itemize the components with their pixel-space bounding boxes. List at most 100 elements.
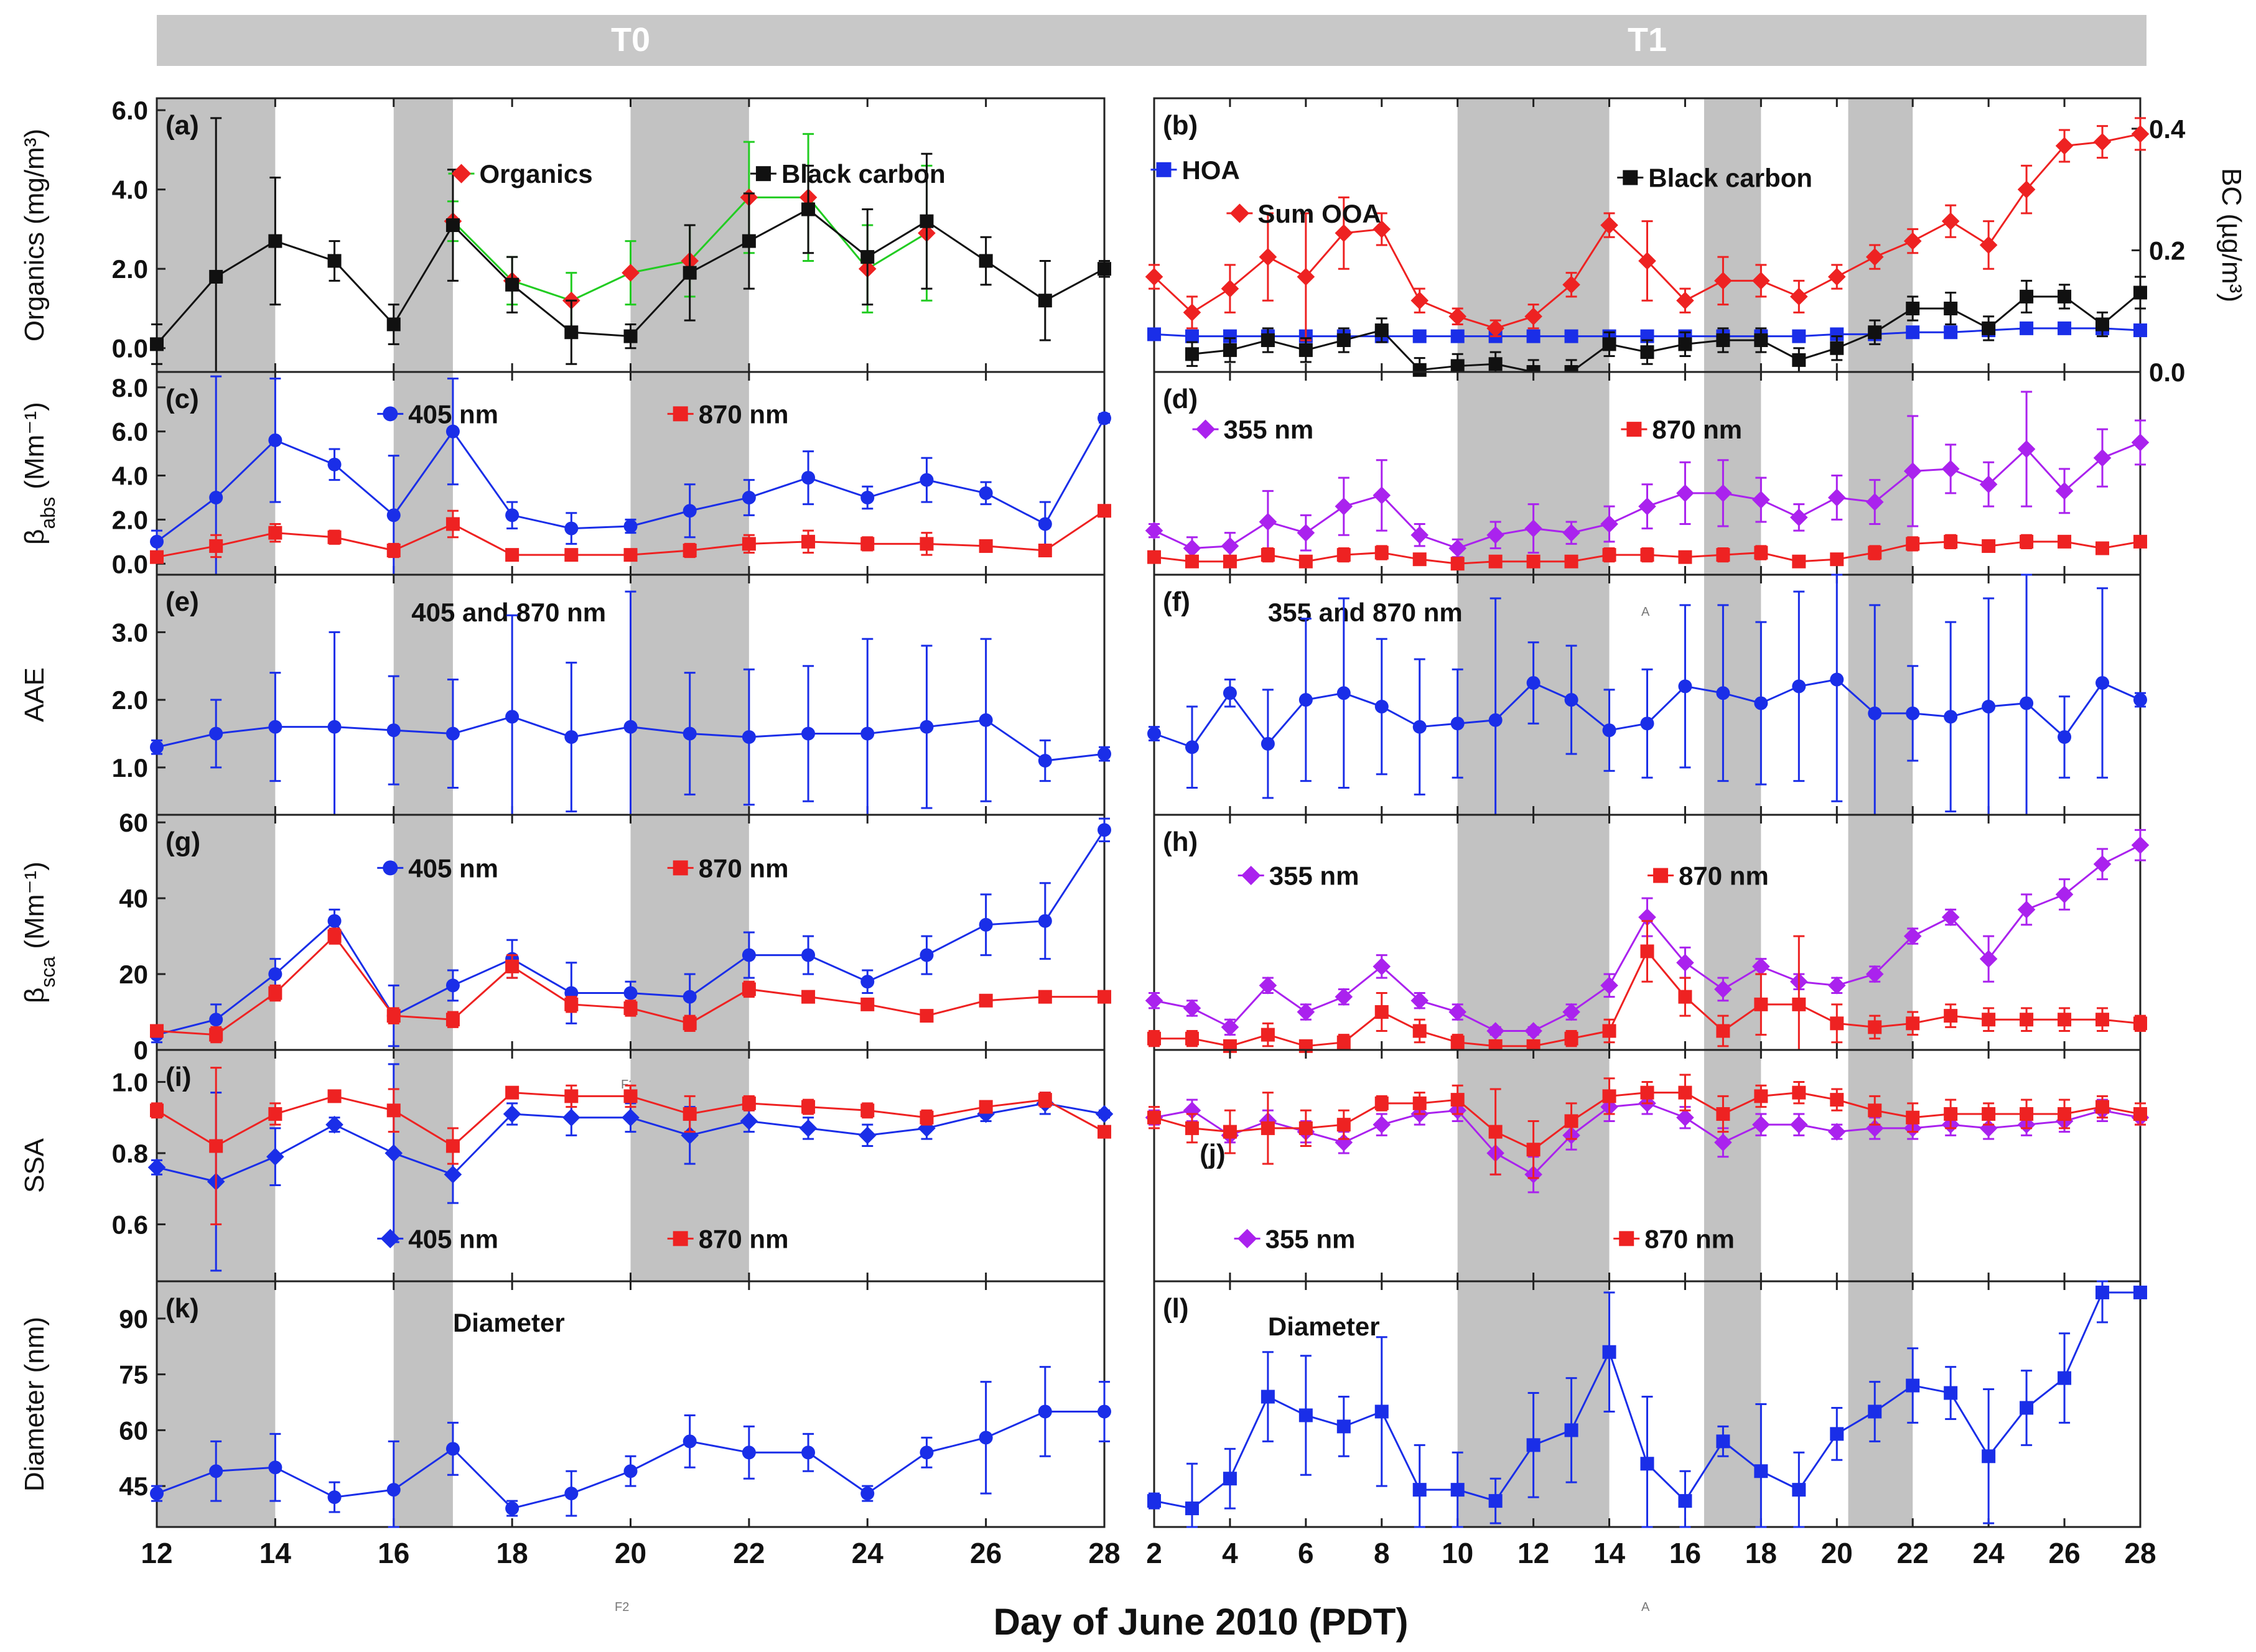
data-point [209,1139,223,1153]
data-point [742,537,756,551]
data-point [1486,1022,1504,1040]
data-point [1906,1016,1920,1031]
data-point [1640,548,1654,562]
data-point [979,1100,993,1114]
data-point [1792,329,1806,343]
data-point [1640,944,1654,958]
data-point [1336,1035,1351,1049]
data-point [1754,997,1768,1011]
data-point [1868,325,1882,340]
legend-entry: Sum OOA [1226,199,1381,228]
data-point [623,1001,638,1015]
data-point [1145,521,1163,540]
panel-label: (c) [165,384,199,414]
panel-annotation: 355 and 870 nm [1268,598,1463,627]
data-point [1830,1427,1844,1441]
data-point [1223,1125,1237,1139]
data-point [564,521,579,536]
data-point [1602,337,1616,351]
data-point [683,266,697,280]
data-point [860,1487,875,1501]
panel-g: 0 20 40 60 βsca (Mm⁻¹) (g) 405 nm 870 nm [19,808,1111,1065]
data-point [1374,1005,1389,1019]
series-870-nm [1147,1074,2147,1179]
data-point [2093,132,2112,151]
data-point [1526,554,1541,568]
x-tick-label: 14 [1593,1537,1626,1569]
data-point [1221,537,1239,555]
data-point [1602,723,1616,738]
wind-sector-label: SW [312,67,357,97]
series-870-nm [1147,534,2147,571]
legend-label: HOA [1182,155,1239,185]
data-point [1336,333,1351,347]
x-tick-label: 10 [1442,1537,1473,1569]
data-point [1038,544,1052,558]
data-point [1906,537,1920,551]
data-point [2095,1100,2110,1114]
data-point [1830,341,1844,355]
data-point [268,967,282,981]
data-point [1906,706,1920,720]
data-point [1450,557,1465,571]
data-point [1261,736,1275,751]
x-tick-label: 26 [970,1537,1002,1569]
data-point [1752,1115,1770,1134]
data-point [1676,954,1694,972]
data-point [1944,1009,1958,1023]
data-point [1865,493,1884,511]
data-point [1600,515,1618,533]
data-point [1223,1472,1237,1486]
data-point [1297,524,1315,542]
data-point [1147,550,1161,564]
data-point [1564,329,1578,343]
data-point [683,726,697,741]
data-point [1792,353,1806,367]
data-point [1828,1123,1846,1141]
data-point [1098,1125,1111,1139]
data-point [1638,252,1656,270]
data-point [920,537,934,551]
data-point [2020,321,2034,335]
data-point [327,1490,342,1505]
y-tick-label: 0.6 [112,1210,148,1239]
data-point [1868,545,1882,560]
data-point [1448,1003,1466,1021]
data-point [2058,289,2072,304]
data-point [1185,347,1199,361]
data-point [1716,548,1730,562]
y-axis-title: SSA [19,1138,50,1193]
data-point [209,726,223,741]
data-point [1221,1018,1239,1036]
x-tick-label: 12 [1517,1537,1549,1569]
x-tick-label: 28 [1088,1537,1120,1569]
data-point [801,948,816,962]
y-tick-label: 0.8 [112,1139,148,1168]
wind-sector-label: NW [1710,67,1756,97]
legend-entry: 870 nm [1648,861,1769,891]
data-point [209,490,223,504]
data-point [1223,343,1237,357]
data-point [2058,534,2072,549]
data-point [1752,272,1770,290]
legend-label: 870 nm [1644,1224,1735,1253]
data-point [1752,957,1770,976]
data-point [1261,1390,1275,1404]
data-point [1602,1345,1616,1359]
series-405-nm [150,375,1111,576]
nw-shade-region [1848,1281,1913,1527]
legend-label: 870 nm [1652,415,1742,444]
data-point [1183,999,1201,1018]
data-point [327,720,342,734]
data-point [1754,1464,1768,1478]
data-point [327,254,342,268]
data-point [742,234,756,248]
x-tick-label: 22 [733,1537,765,1569]
data-point [1185,1501,1199,1516]
data-point [2095,541,2110,555]
right-y-tick-label: 0.0 [2149,358,2185,387]
data-point [209,1013,223,1027]
data-point [2095,675,2110,690]
data-point [1906,1110,1920,1125]
data-point [1098,411,1111,425]
